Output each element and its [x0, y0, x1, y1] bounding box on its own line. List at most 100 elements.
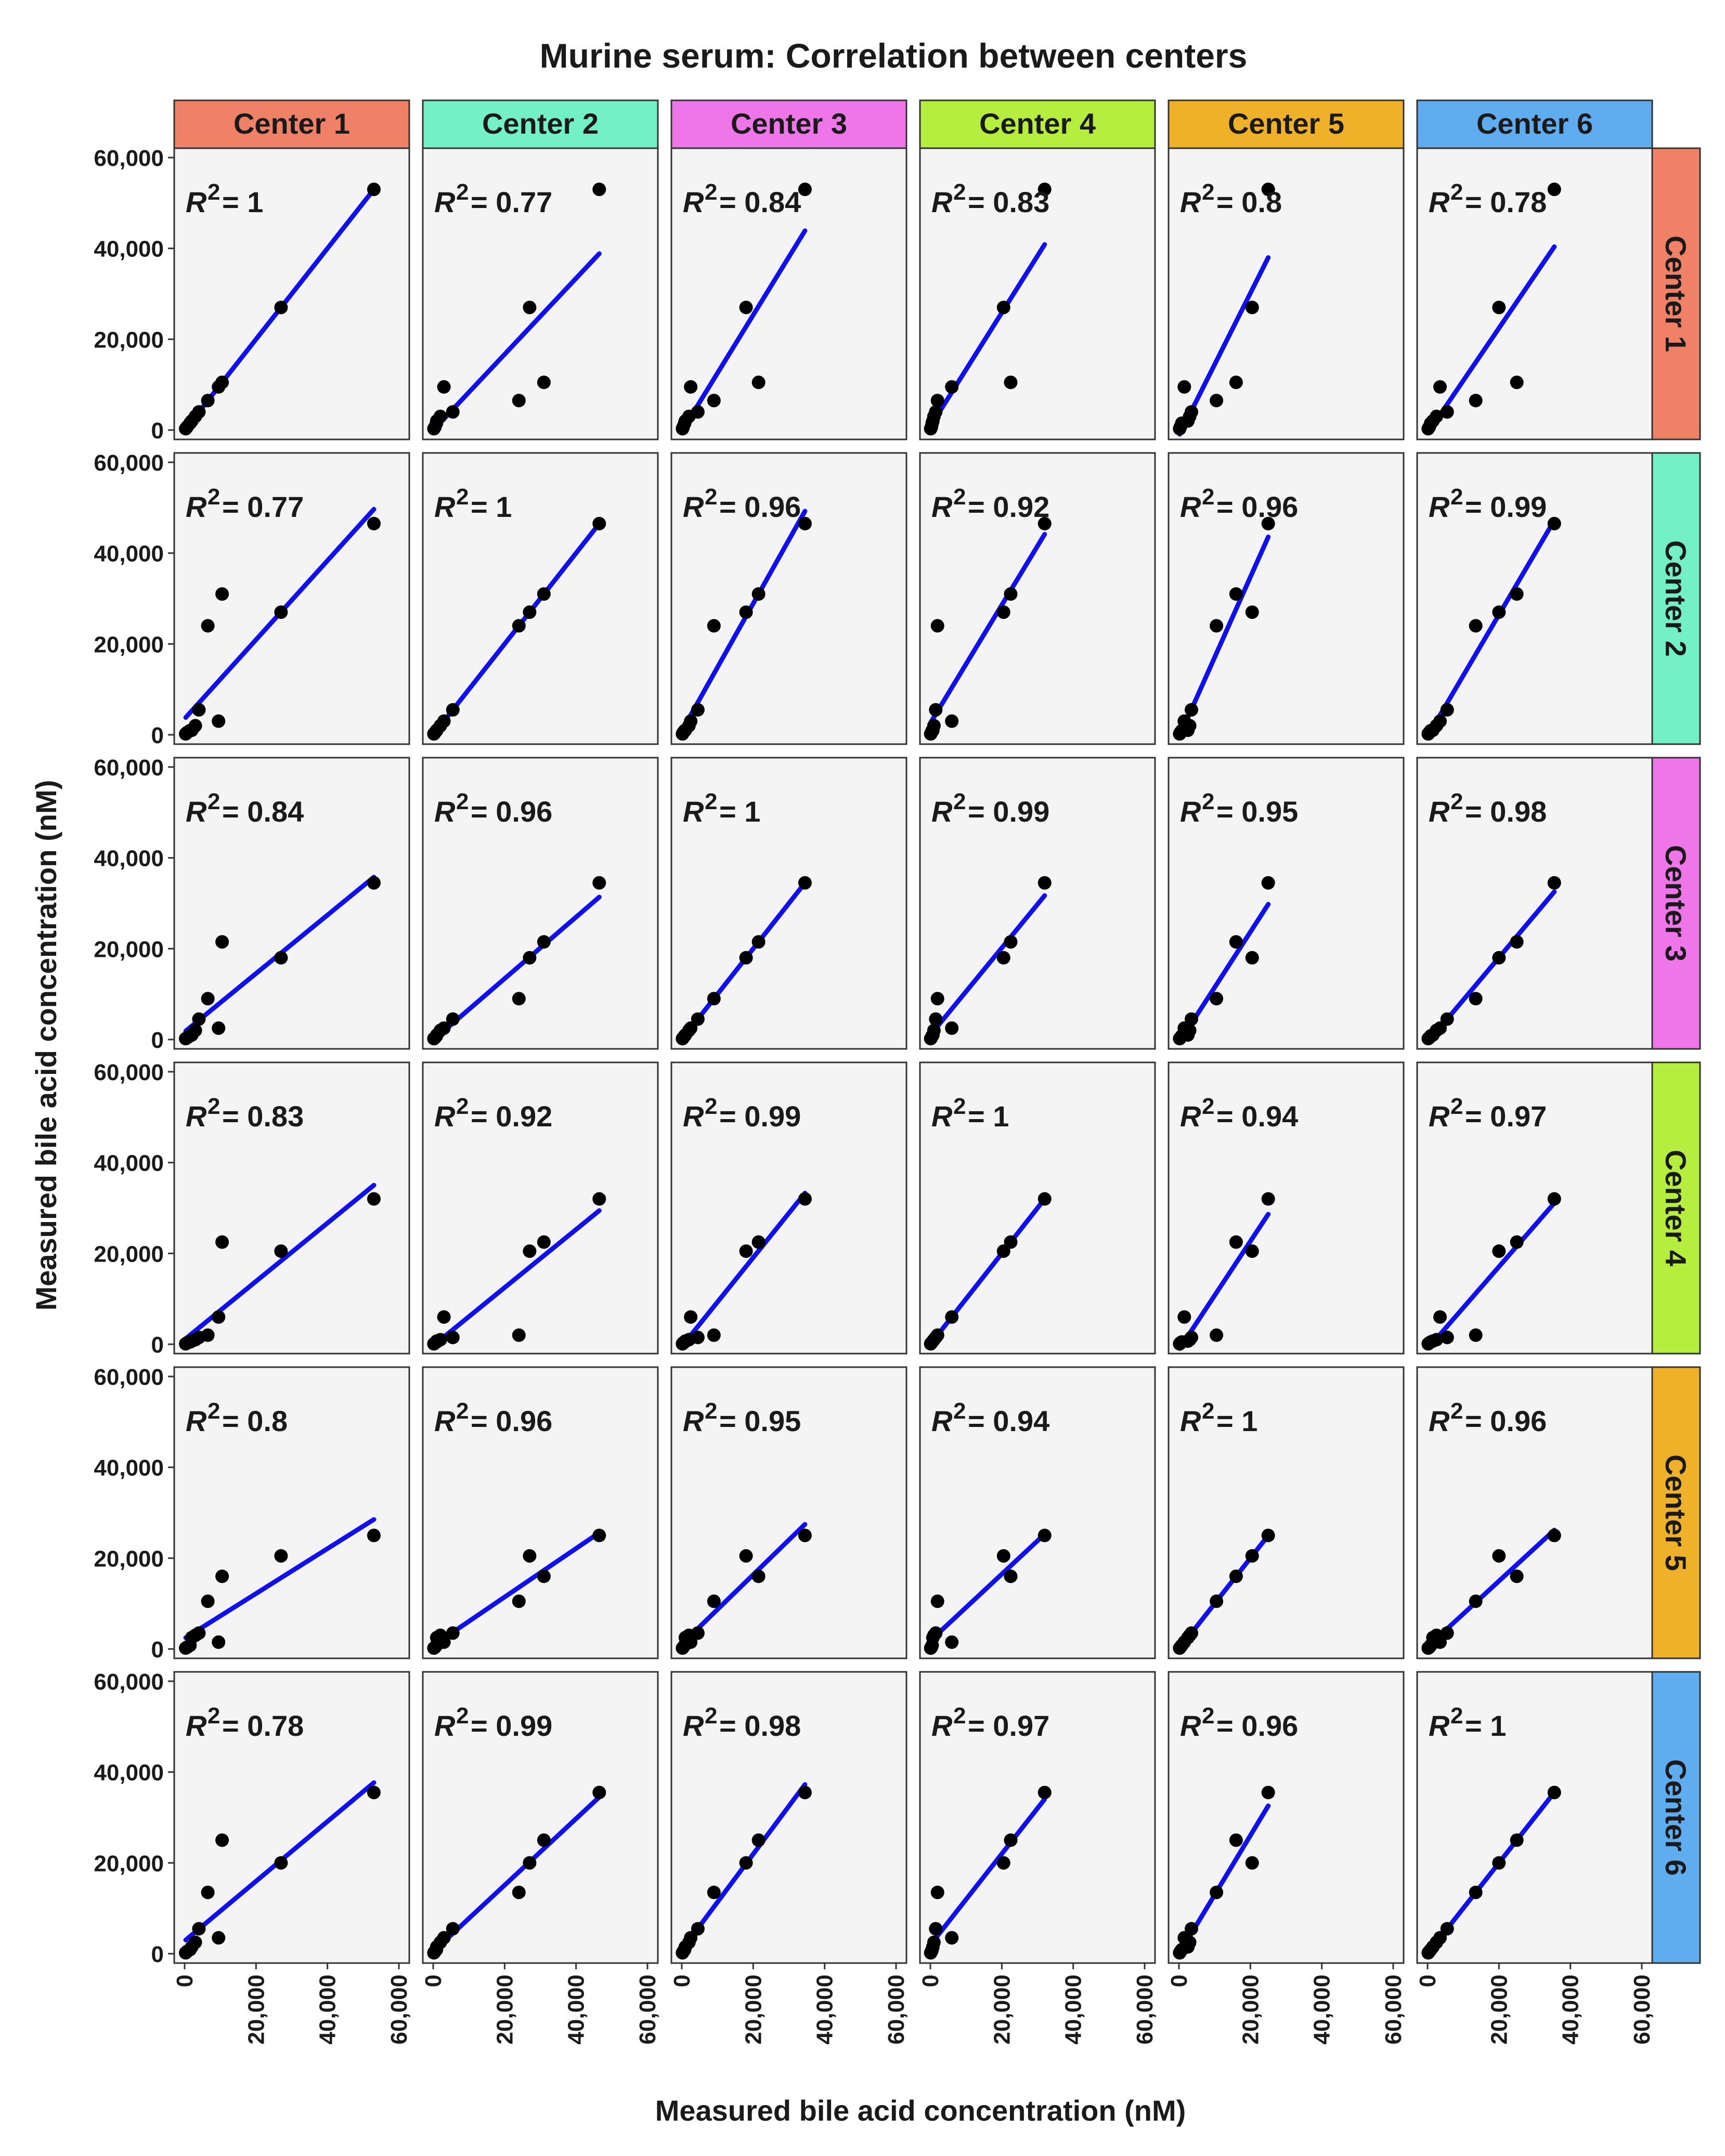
- regression-line: [928, 242, 1047, 428]
- r2-value: = 0.78: [222, 1709, 304, 1742]
- data-point: [537, 587, 551, 601]
- r2-symbol: R: [186, 490, 207, 523]
- panel-r3-c1: R 2 = 0.84: [173, 757, 410, 1050]
- r2-value: = 0.83: [222, 1100, 304, 1133]
- data-point: [1510, 587, 1524, 601]
- data-point: [1440, 703, 1454, 717]
- panel-background: [1416, 1366, 1653, 1659]
- data-point: [691, 703, 705, 717]
- r2-superscript: 2: [953, 179, 966, 205]
- regression-line: [1425, 244, 1557, 435]
- r2-superscript: 2: [705, 484, 717, 510]
- row-strip-label: Center 2: [1659, 540, 1692, 657]
- panel-r6-c4: R 2 = 0.97: [919, 1671, 1156, 1964]
- column-strip: [173, 99, 410, 149]
- data-point: [427, 1946, 441, 1960]
- r2-symbol: R: [931, 1709, 953, 1742]
- x-tick-label: 40,000: [812, 1975, 838, 2045]
- y-tick-label: 40,000: [94, 1760, 164, 1786]
- y-tick-label: 60,000: [94, 450, 164, 476]
- r2-superscript: 2: [953, 1703, 966, 1729]
- r2-superscript: 2: [207, 789, 220, 814]
- data-point: [446, 703, 460, 717]
- data-point: [1510, 935, 1524, 949]
- panel-background: [422, 1671, 659, 1964]
- data-point: [739, 1856, 753, 1870]
- data-point: [924, 422, 938, 436]
- panel-r2-c6: R 2 = 0.99: [1416, 452, 1653, 745]
- data-point: [945, 1021, 959, 1035]
- data-point: [1261, 1192, 1275, 1206]
- data-point: [1492, 1549, 1506, 1563]
- data-point: [707, 394, 721, 408]
- data-point: [1469, 619, 1483, 633]
- data-point: [537, 1569, 551, 1583]
- data-point: [1440, 405, 1454, 419]
- r2-symbol: R: [1180, 1405, 1201, 1437]
- data-point: [512, 394, 526, 408]
- r2-value: = 0.99: [968, 795, 1049, 828]
- data-point: [751, 375, 766, 389]
- x-tick-label: 40,000: [564, 1975, 589, 2045]
- data-point: [1185, 1012, 1199, 1026]
- r2-symbol: R: [1429, 1405, 1450, 1437]
- panel-r6-c3: R 2 = 0.98: [670, 1671, 907, 1964]
- panel-r5-c5: R 2 = 1: [1168, 1366, 1405, 1659]
- data-point: [1245, 1244, 1259, 1258]
- r2-symbol: R: [931, 1100, 953, 1133]
- data-point: [437, 380, 451, 394]
- data-point: [996, 1244, 1010, 1258]
- row-strip-label: Center 1: [1659, 236, 1692, 352]
- x-tick-label: 20,000: [492, 1975, 517, 2045]
- panel-r1-c2: R 2 = 0.77: [422, 147, 659, 440]
- panel-r1-c4: R 2 = 0.83: [919, 147, 1156, 440]
- data-point: [1185, 703, 1199, 717]
- data-point: [707, 992, 721, 1006]
- regression-line: [1177, 535, 1271, 738]
- data-point: [592, 1192, 606, 1206]
- regression-line: [1177, 255, 1271, 437]
- data-point: [1229, 375, 1243, 389]
- data-point: [1037, 1192, 1052, 1206]
- column-strip-label: Center 5: [1228, 107, 1344, 140]
- y-axis-label: Measured bile acid concentration (nM): [30, 780, 62, 1311]
- r2-symbol: R: [434, 1100, 456, 1133]
- panel-r3-c6: R 2 = 0.98: [1416, 757, 1653, 1050]
- y-tick-label: 20,000: [94, 1851, 164, 1876]
- r2-symbol: R: [1429, 186, 1450, 218]
- data-point: [523, 1549, 537, 1563]
- r2-value: = 1: [968, 1100, 1009, 1133]
- data-point: [1210, 394, 1224, 408]
- data-point: [367, 1785, 381, 1799]
- panel-r1-c3: R 2 = 0.84: [670, 147, 907, 440]
- r2-superscript: 2: [207, 484, 220, 510]
- data-point: [798, 516, 812, 530]
- r2-superscript: 2: [953, 484, 966, 510]
- data-point: [523, 951, 537, 965]
- data-point: [1173, 1641, 1187, 1655]
- data-point: [1173, 422, 1187, 436]
- data-point: [1547, 516, 1561, 530]
- r2-symbol: R: [1429, 1709, 1450, 1742]
- data-point: [523, 1244, 537, 1258]
- data-point: [592, 876, 606, 890]
- y-tick-label: 60,000: [94, 1365, 164, 1390]
- x-tick-label: 20,000: [989, 1975, 1015, 2045]
- r2-superscript: 2: [953, 1094, 966, 1119]
- r2-symbol: R: [1180, 795, 1201, 828]
- data-point: [751, 587, 766, 601]
- r2-superscript: 2: [1202, 1094, 1214, 1119]
- r2-symbol: R: [683, 795, 704, 828]
- r2-superscript: 2: [953, 1398, 966, 1424]
- data-point: [201, 1886, 215, 1900]
- data-point: [707, 1594, 721, 1608]
- r2-symbol: R: [931, 795, 953, 828]
- panel-background: [919, 452, 1156, 745]
- regression-line: [431, 1530, 602, 1648]
- data-point: [212, 1021, 226, 1035]
- r2-symbol: R: [434, 1709, 456, 1742]
- x-tick-label: 20,000: [243, 1975, 269, 2045]
- data-point: [751, 1833, 766, 1847]
- r2-value: = 0.96: [471, 795, 552, 828]
- data-point: [1004, 1569, 1018, 1583]
